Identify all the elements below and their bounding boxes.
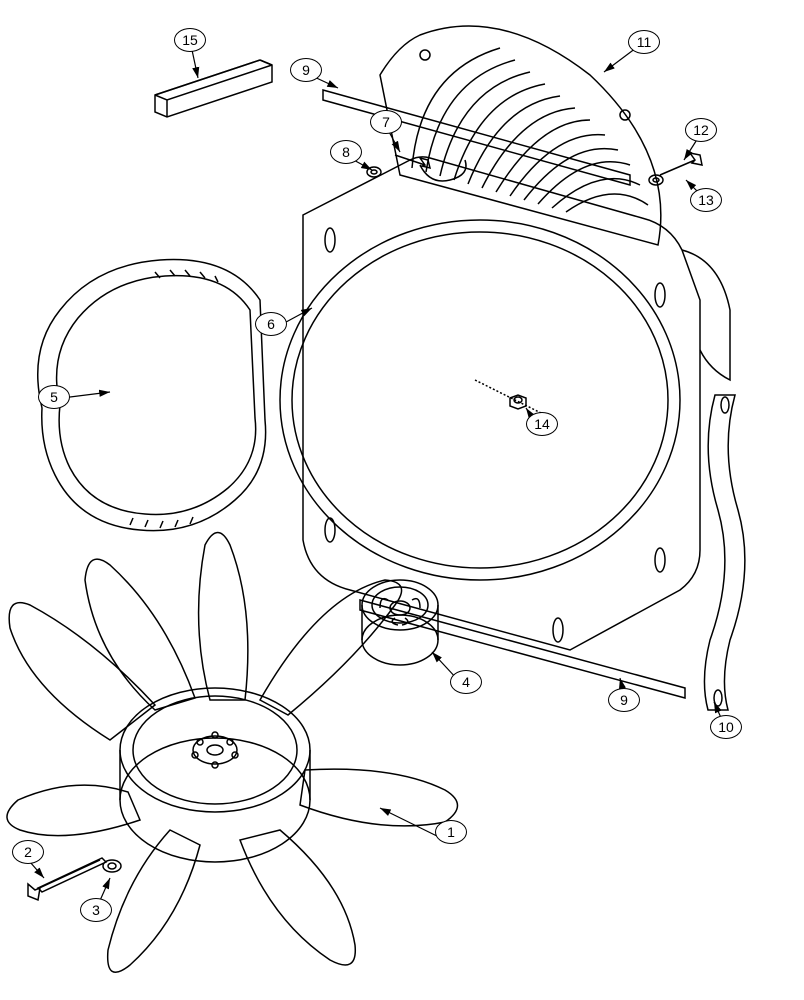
callout-14: 14 (526, 412, 558, 436)
callout-8: 8 (330, 140, 362, 164)
callout-3: 3 (80, 898, 112, 922)
callout-15: 15 (174, 28, 206, 52)
pulley-spacer (362, 580, 438, 665)
callout-5: 5 (38, 385, 70, 409)
callout-1: 1 (435, 820, 467, 844)
fan-shroud (280, 157, 730, 650)
callout-11: 11 (628, 30, 660, 54)
bolt-2-washer-3 (28, 858, 121, 900)
callout-13: 13 (690, 188, 722, 212)
callout-6: 6 (255, 312, 287, 336)
bracket-10 (704, 395, 744, 710)
callout-9a: 9 (290, 58, 322, 82)
diagram-container: 1 2 3 4 5 6 7 8 9 9 10 11 12 13 14 15 (0, 0, 804, 1000)
callout-10: 10 (710, 715, 742, 739)
callout-7: 7 (370, 110, 402, 134)
callout-2: 2 (12, 840, 44, 864)
nut-14 (475, 380, 545, 415)
exploded-diagram (0, 0, 804, 1000)
drive-belt (38, 260, 266, 531)
callout-4: 4 (450, 670, 482, 694)
callout-9b: 9 (608, 688, 640, 712)
seal-strip-15 (155, 60, 272, 117)
fan-assembly (7, 533, 458, 973)
callout-12: 12 (685, 118, 717, 142)
